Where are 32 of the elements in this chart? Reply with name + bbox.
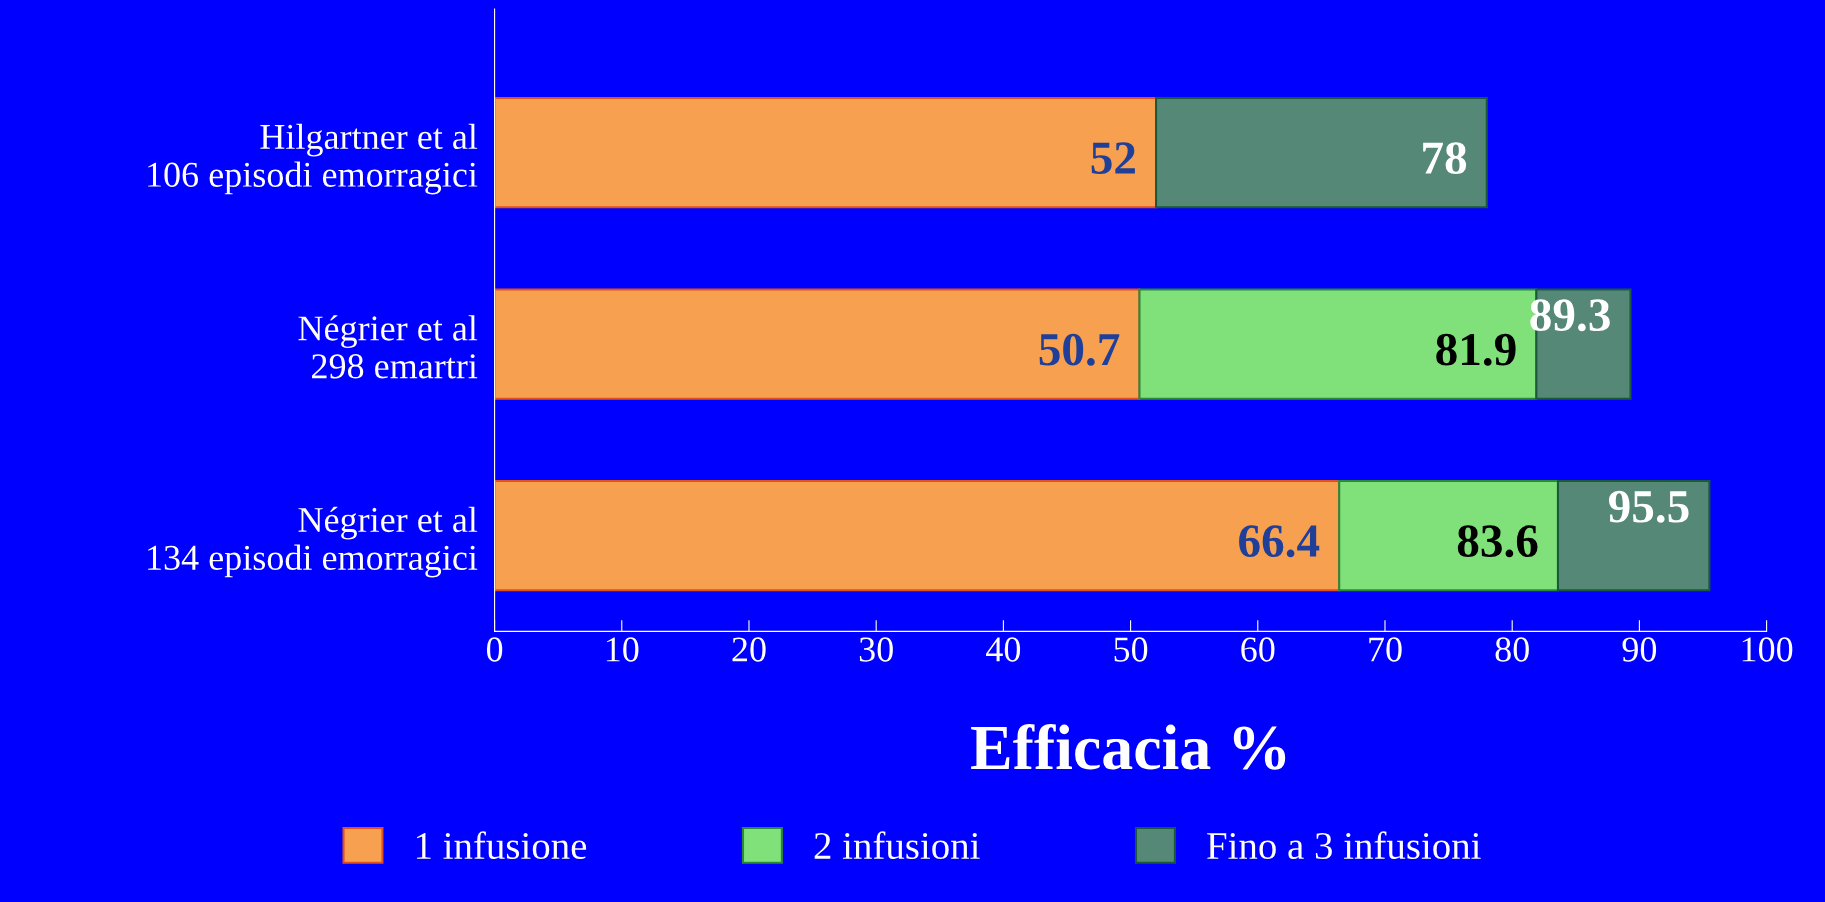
bar [1556, 480, 1711, 592]
x-tick-label: 70 [1369, 637, 1402, 662]
x-tick-label: 30 [859, 637, 893, 662]
x-axis-title: Efficacia % [971, 723, 1286, 770]
bar [494, 288, 1141, 400]
x-tick-label: 10 [606, 637, 639, 662]
x-tick-label: 80 [1495, 637, 1529, 662]
x-tick-label: 40 [986, 637, 1021, 662]
x-tick-label: 90 [1622, 637, 1657, 662]
data-label: 52 [1091, 142, 1135, 175]
annotation: 95.5 [1608, 490, 1689, 523]
legend-label: 2 infusioni [814, 831, 980, 860]
bar [494, 97, 1158, 209]
annotation: 78 [1423, 142, 1467, 175]
y-tick-label: Négrier et al 134 episodi emorragici [148, 506, 478, 578]
x-tick-label: 20 [732, 637, 766, 662]
annotation: 89.3 [1530, 299, 1610, 332]
annotation: 83.6 [1457, 525, 1538, 558]
y-tick-label: Hilgartner et al 106 episodi emorragici [148, 123, 478, 195]
bar [1154, 97, 1488, 209]
annotation: 81.9 [1436, 333, 1516, 366]
y-tick-label: Négrier et al 298 emartri [298, 315, 478, 379]
bar [1338, 480, 1560, 592]
legend-label: 1 infusione [416, 831, 587, 860]
x-tick-label: 100 [1742, 637, 1793, 662]
bar [494, 480, 1341, 592]
data-label: 66.4 [1239, 525, 1320, 558]
data-label: 50.7 [1039, 333, 1120, 366]
x-tick-label: 0 [486, 637, 503, 662]
legend-label: Fino a 3 infusioni [1207, 831, 1481, 860]
x-tick-label: 60 [1241, 637, 1275, 662]
x-tick-label: 50 [1114, 637, 1148, 662]
